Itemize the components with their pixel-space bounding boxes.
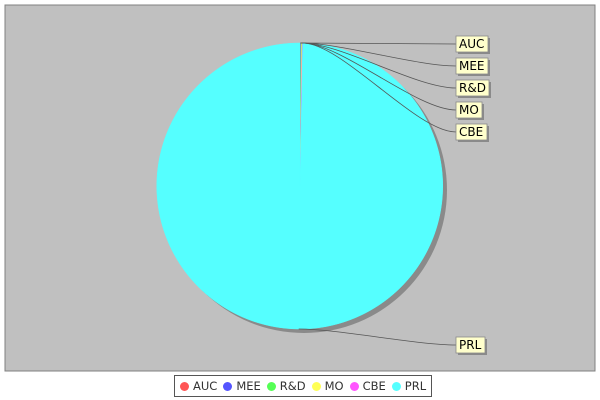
slice-label-box <box>455 57 489 75</box>
leader-line-auc <box>300 42 457 45</box>
legend-label: AUC <box>193 379 218 393</box>
slice-label-prl: PRL <box>455 336 487 355</box>
slice-label-text: AUC <box>459 37 484 51</box>
leader-line-prl <box>298 328 457 346</box>
slice-label-r-d: R&D <box>455 79 491 98</box>
legend-item-mee: MEE <box>223 379 261 393</box>
slice-label-text: MO <box>459 103 479 117</box>
legend-swatch <box>266 381 276 391</box>
leader-line-r-d <box>301 42 457 89</box>
slice-label-box <box>455 101 483 119</box>
slice-label-text: CBE <box>459 125 483 139</box>
pie-slice-prl <box>156 42 443 330</box>
legend-swatch <box>311 381 321 391</box>
legend-label: MO <box>324 379 344 393</box>
legend-swatch <box>180 381 189 391</box>
legend-label: PRL <box>404 379 427 393</box>
legend-label: MEE <box>236 379 261 393</box>
slice-label-box <box>455 35 489 53</box>
slice-label-text: PRL <box>459 338 482 352</box>
slice-label-box <box>455 336 486 354</box>
legend-swatch <box>391 381 401 391</box>
leader-line-cbe <box>302 42 457 133</box>
slice-label-text: MEE <box>459 59 485 73</box>
slice-label-mee: MEE <box>455 57 490 76</box>
slice-label-box <box>455 123 488 141</box>
slice-label-mo: MO <box>455 101 484 120</box>
legend-item-r-d: R&D <box>266 379 306 393</box>
legend-item-mo: MO <box>311 379 344 393</box>
legend-swatch <box>349 381 359 391</box>
legend-label: CBE <box>362 379 386 393</box>
slice-label-text: R&D <box>459 81 486 95</box>
slice-label-box <box>455 79 490 97</box>
slice-label-cbe: CBE <box>455 123 489 142</box>
legend-item-cbe: CBE <box>349 379 386 393</box>
leader-line-mo <box>301 42 457 111</box>
leader-line-mee <box>300 42 457 67</box>
chart-legend: AUC MEE R&D MO CBE PRL <box>174 375 433 397</box>
legend-item-auc: AUC <box>180 379 217 393</box>
legend-label: R&D <box>279 379 306 393</box>
slice-label-auc: AUC <box>455 35 490 54</box>
legend-swatch <box>223 381 233 391</box>
legend-item-prl: PRL <box>391 379 427 393</box>
